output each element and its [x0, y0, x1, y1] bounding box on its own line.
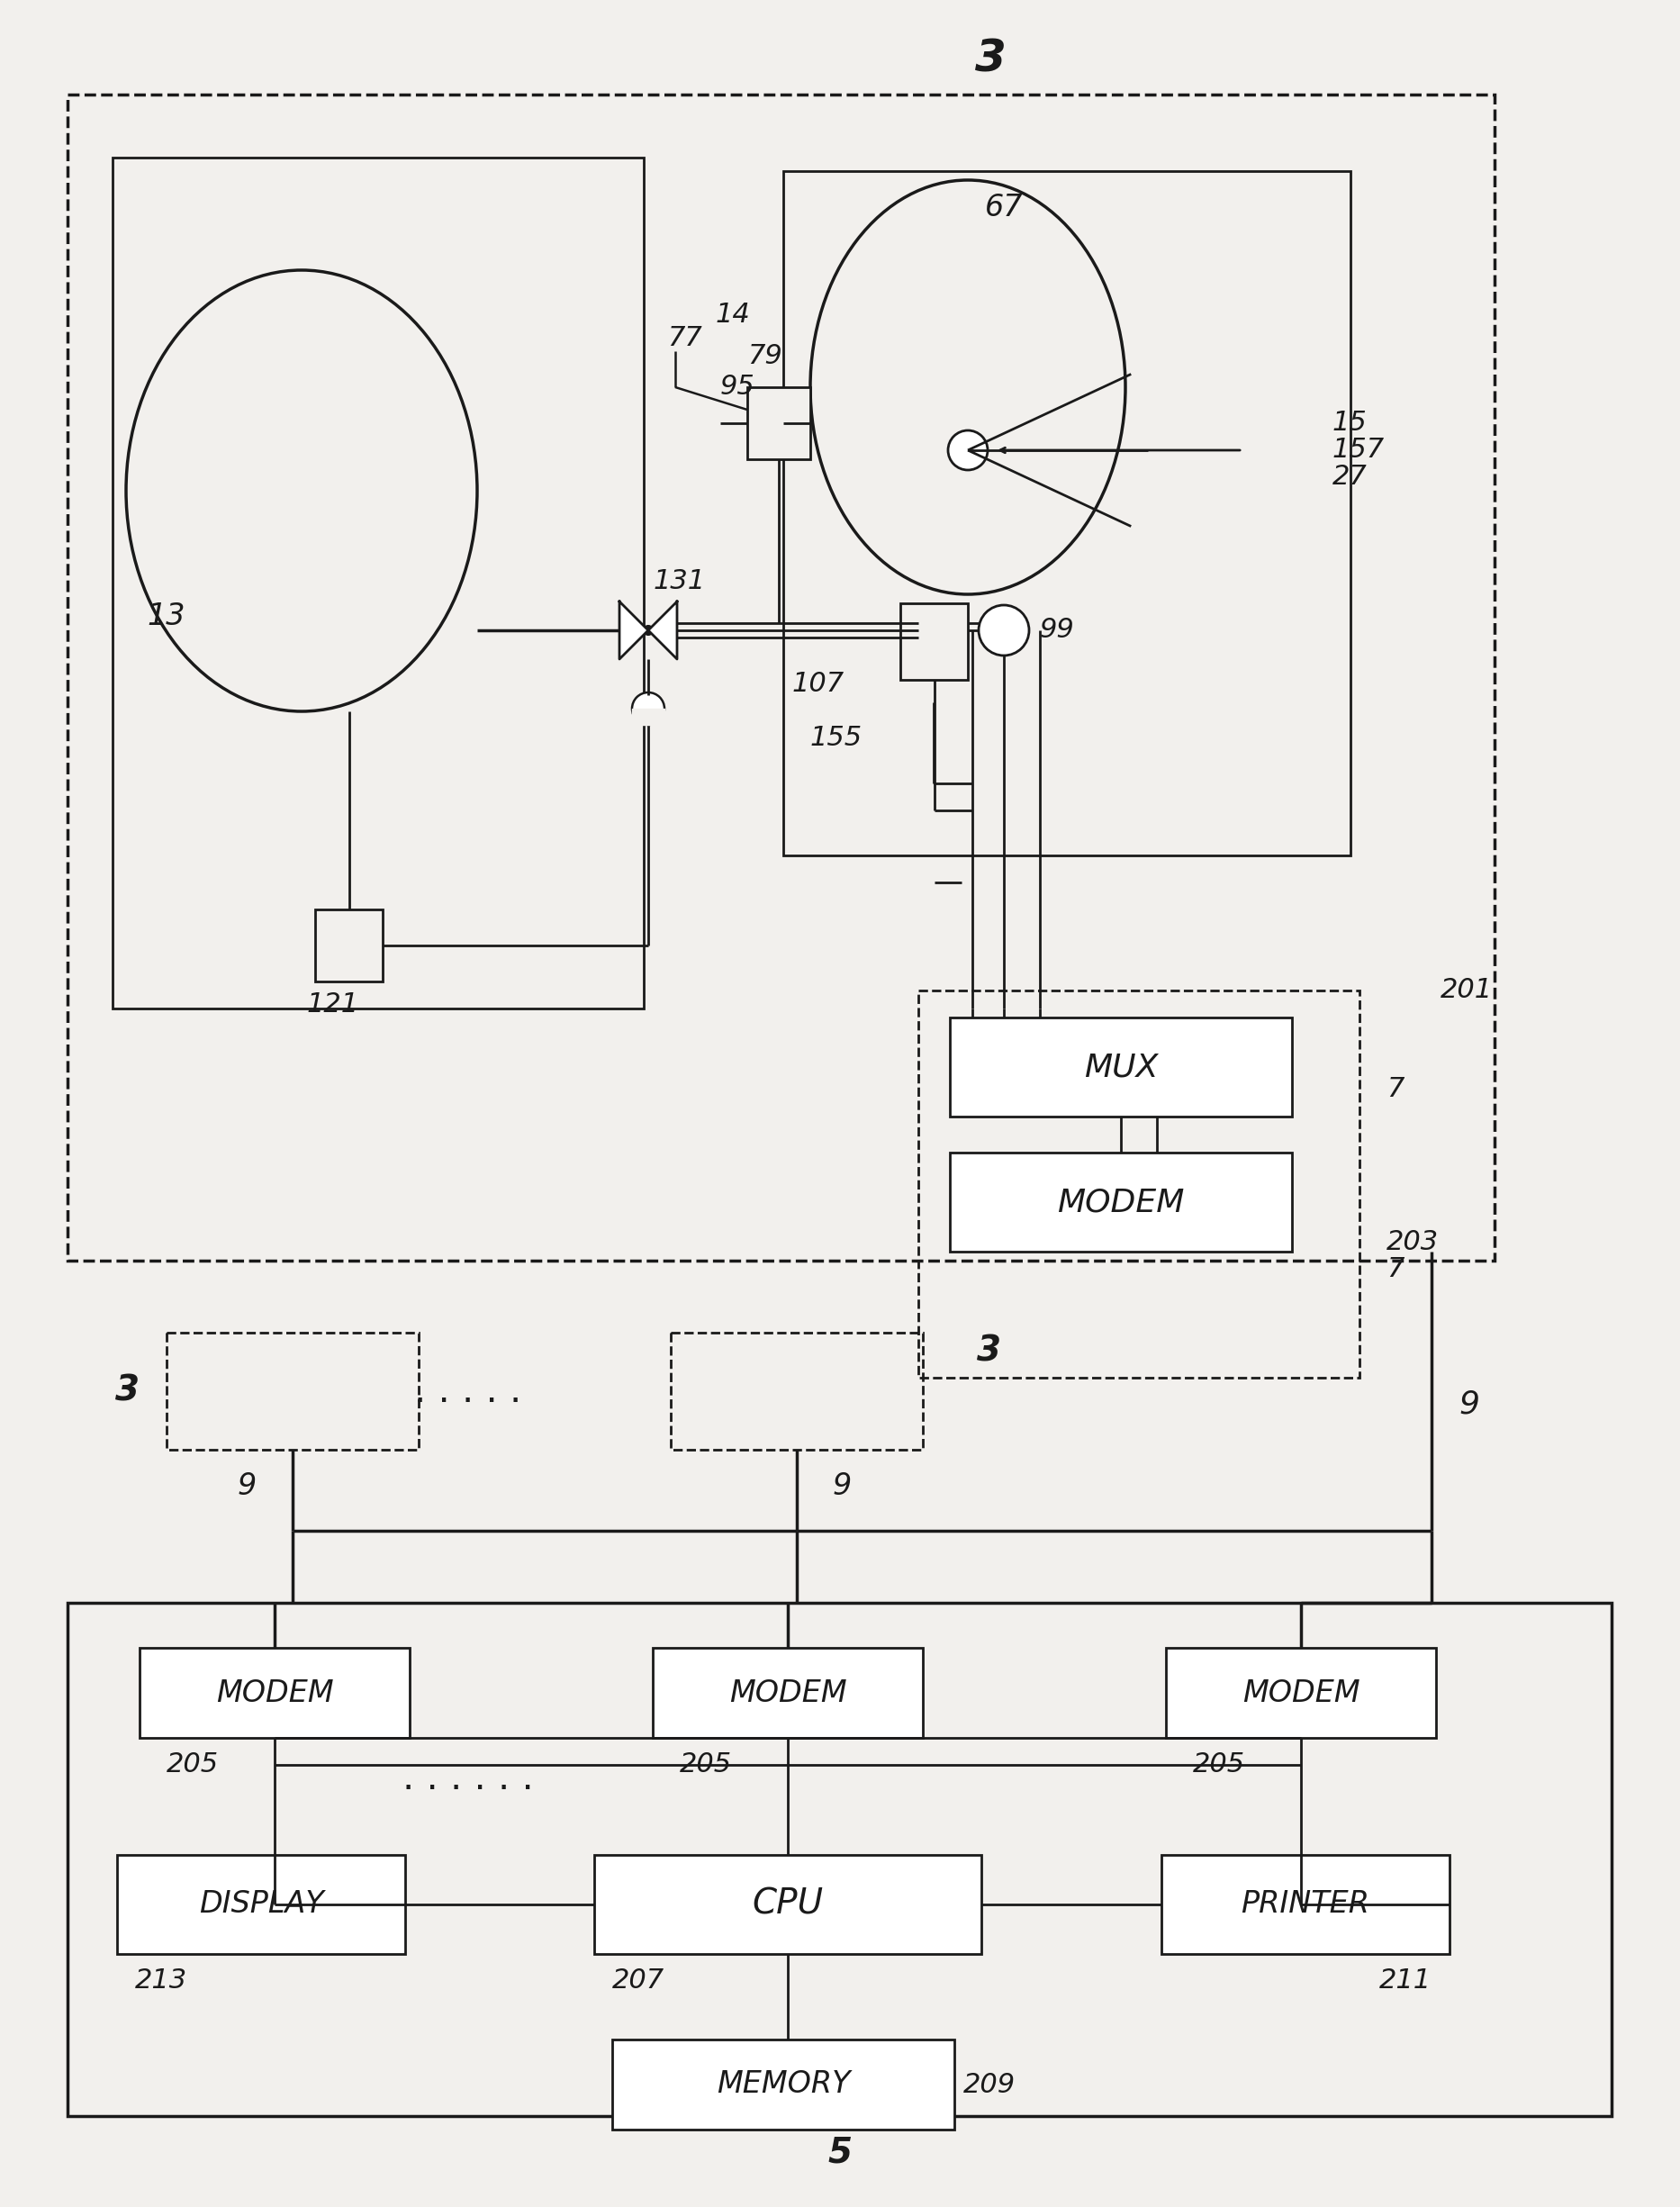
Text: 3: 3: [116, 1375, 139, 1408]
Circle shape: [632, 693, 664, 724]
Text: MEMORY: MEMORY: [716, 2070, 850, 2099]
Text: 15: 15: [1332, 411, 1368, 437]
Text: 209: 209: [963, 2072, 1016, 2097]
Bar: [748, 386, 810, 459]
Polygon shape: [632, 708, 664, 724]
Text: 131: 131: [654, 567, 706, 594]
Text: 205: 205: [680, 1752, 732, 1779]
Text: 201: 201: [1440, 978, 1494, 1004]
Text: DISPLAY: DISPLAY: [198, 1889, 324, 1920]
Text: 9: 9: [833, 1470, 852, 1501]
Text: 95: 95: [721, 375, 754, 399]
Text: PRINTER: PRINTER: [1242, 1889, 1369, 1920]
Bar: [900, 603, 968, 680]
Text: 205: 205: [166, 1752, 218, 1779]
Circle shape: [643, 627, 654, 636]
Polygon shape: [620, 603, 648, 660]
Text: 5: 5: [827, 2134, 852, 2169]
Text: MODEM: MODEM: [1242, 1677, 1359, 1708]
Text: 3: 3: [976, 1333, 1001, 1368]
Text: 205: 205: [1193, 1752, 1245, 1779]
Text: 211: 211: [1379, 1969, 1431, 1995]
Text: 77: 77: [667, 324, 702, 351]
Bar: [670, 1333, 922, 1450]
Text: 7: 7: [1386, 1256, 1404, 1282]
Bar: [949, 1017, 1292, 1117]
Bar: [316, 909, 383, 982]
Text: 13: 13: [148, 603, 186, 631]
Bar: [166, 1333, 418, 1450]
Text: 79: 79: [748, 342, 783, 369]
Bar: [654, 1649, 922, 1737]
Text: CPU: CPU: [753, 1887, 823, 1922]
Polygon shape: [648, 603, 677, 660]
Text: 9: 9: [1458, 1390, 1478, 1419]
Text: 107: 107: [793, 671, 845, 697]
Bar: [67, 95, 1495, 1260]
Text: . . . . .: . . . . .: [415, 1373, 522, 1410]
Circle shape: [979, 605, 1030, 655]
Text: 9: 9: [237, 1470, 257, 1501]
Bar: [67, 1602, 1611, 2117]
Text: 27: 27: [1332, 463, 1368, 490]
Bar: [1161, 1854, 1450, 1953]
Text: 203: 203: [1386, 1229, 1438, 1256]
Text: MODEM: MODEM: [729, 1677, 847, 1708]
Text: 213: 213: [134, 1969, 188, 1995]
Circle shape: [948, 430, 988, 470]
Bar: [595, 1854, 981, 1953]
Bar: [1166, 1649, 1436, 1737]
Bar: [139, 1649, 410, 1737]
Text: 3: 3: [974, 38, 1006, 79]
Bar: [118, 1854, 405, 1953]
Text: MUX: MUX: [1084, 1053, 1158, 1081]
Bar: [949, 1152, 1292, 1251]
Text: 121: 121: [307, 991, 360, 1017]
Bar: [783, 172, 1351, 856]
Bar: [612, 2039, 954, 2130]
Text: 99: 99: [1040, 618, 1075, 644]
Text: 7: 7: [1386, 1077, 1404, 1104]
Text: . . . . . .: . . . . . .: [403, 1759, 534, 1796]
Text: MODEM: MODEM: [1057, 1187, 1184, 1218]
Bar: [919, 991, 1359, 1377]
Text: 67: 67: [984, 192, 1023, 223]
Bar: [113, 157, 643, 1009]
Text: 157: 157: [1332, 437, 1384, 463]
Text: 207: 207: [612, 1969, 665, 1995]
Text: 155: 155: [810, 726, 862, 750]
Text: 14: 14: [716, 302, 751, 329]
Text: MODEM: MODEM: [215, 1677, 333, 1708]
